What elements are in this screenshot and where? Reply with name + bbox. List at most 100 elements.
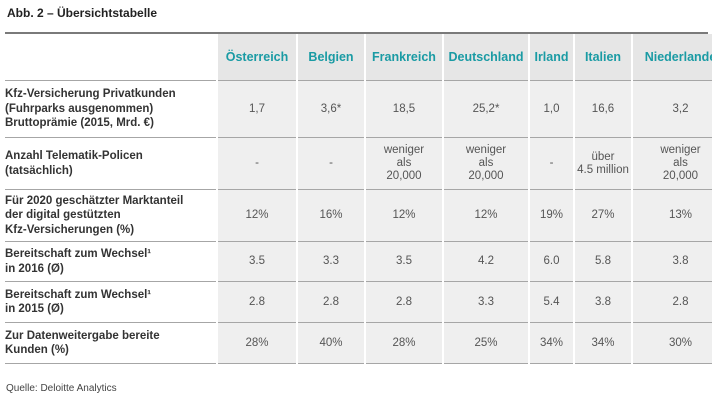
cell-line: 2.8 bbox=[672, 295, 689, 308]
column-header: Deutschland bbox=[442, 34, 529, 81]
cell-line: 25,2* bbox=[472, 102, 500, 115]
table-cell: - bbox=[216, 137, 297, 190]
column-header: Österreich bbox=[216, 34, 297, 81]
row-label-line: Zur Datenweitergabe bereite bbox=[5, 329, 160, 342]
cell-line: 19% bbox=[539, 209, 564, 221]
table-cell: 3.5 bbox=[364, 241, 443, 282]
table-cell: weniger als 20,000 bbox=[364, 137, 443, 190]
cell-line: 12% bbox=[392, 209, 416, 221]
cell-line: 3.8 bbox=[595, 295, 611, 308]
table-row: Bereitschaft zum Wechsel¹ in 2016 (Ø) 3.5 3… bbox=[5, 241, 712, 282]
source-note: Quelle: Deloitte Analytics bbox=[6, 383, 117, 394]
table-cell: 16% bbox=[296, 189, 365, 242]
column-header: Niederlande bbox=[631, 34, 712, 81]
row-label-line: Anzahl Telematik-Policen bbox=[5, 150, 143, 162]
row-label-line: Bruttoprämie (2015, Mrd. €) bbox=[5, 117, 154, 130]
table-cell: 28% bbox=[364, 322, 443, 364]
header-corner bbox=[5, 34, 217, 81]
table-cell: 27% bbox=[573, 189, 632, 242]
cell-line: 5.4 bbox=[543, 295, 560, 308]
cell-line: 27% bbox=[591, 209, 615, 221]
overview-table: Österreich Belgien Frankreich Deutschlan… bbox=[5, 34, 712, 364]
cell-line: 34% bbox=[591, 336, 615, 349]
table-cell: 3.8 bbox=[573, 281, 632, 323]
row-label-line: Kfz-Versicherung Privatkunden bbox=[5, 88, 176, 101]
cell-line: 4.5 million bbox=[577, 163, 629, 176]
table-row: Für 2020 geschätzter Marktanteil der digi… bbox=[5, 189, 712, 242]
cell-line: - bbox=[329, 157, 333, 169]
column-header: Irland bbox=[528, 34, 574, 81]
table-row: Zur Datenweitergabe bereite Kunden (%) 28%… bbox=[5, 322, 712, 364]
cell-line: - bbox=[549, 157, 554, 169]
cell-line: 28% bbox=[245, 336, 269, 349]
row-label-line: (Fuhrparks ausgenommen) bbox=[5, 102, 154, 115]
cell-line: weniger bbox=[383, 144, 425, 156]
cell-line: 3.3 bbox=[323, 255, 339, 267]
row-label-line: Bereitschaft zum Wechsel¹ bbox=[5, 248, 152, 260]
cell-line: 16% bbox=[319, 209, 343, 221]
table-cell: 12% bbox=[216, 189, 297, 242]
cell-line: 2.8 bbox=[396, 295, 412, 308]
cell-line: 12% bbox=[245, 209, 269, 221]
cell-line: 3.8 bbox=[672, 255, 689, 267]
cell-line: 20,000 bbox=[662, 170, 699, 182]
row-label-line: in 2016 (Ø) bbox=[5, 262, 64, 275]
table-cell: 30% bbox=[631, 322, 712, 364]
row-label: Anzahl Telematik-Policen (tatsächlich) bbox=[5, 137, 217, 190]
row-label-line: Für 2020 geschätzter Marktanteil bbox=[5, 194, 184, 207]
row-label: Bereitschaft zum Wechsel¹ in 2015 (Ø) bbox=[5, 281, 217, 323]
cell-line: als bbox=[673, 157, 688, 169]
row-label: Zur Datenweitergabe bereite Kunden (%) bbox=[5, 322, 217, 364]
cell-line: 20,000 bbox=[468, 170, 504, 182]
cell-line: 30% bbox=[668, 336, 693, 349]
table-cell: 2.8 bbox=[364, 281, 443, 323]
table-cell: weniger als 20,000 bbox=[631, 137, 712, 190]
row-label-line: in 2015 (Ø) bbox=[5, 303, 64, 315]
cell-line: 2.8 bbox=[249, 295, 265, 308]
row-label-line: Kfz-Versicherungen (%) bbox=[5, 223, 135, 236]
table-cell: 28% bbox=[216, 322, 297, 364]
cell-line: über bbox=[591, 150, 615, 163]
column-header: Frankreich bbox=[364, 34, 443, 81]
row-label: Kfz-Versicherung Privatkunden (Fuhrparks … bbox=[5, 80, 217, 138]
table-cell: 16,6 bbox=[573, 80, 632, 138]
cell-line: 6.0 bbox=[543, 255, 560, 267]
cell-line: 1,7 bbox=[249, 102, 265, 115]
table-cell: 34% bbox=[528, 322, 574, 364]
cell-line: 5.8 bbox=[595, 255, 611, 267]
row-label-line: (tatsächlich) bbox=[5, 164, 73, 177]
table-cell: weniger als 20,000 bbox=[442, 137, 529, 190]
table-top-rule bbox=[5, 32, 708, 34]
table-cell: 18,5 bbox=[364, 80, 443, 138]
cell-line: 40% bbox=[319, 336, 343, 349]
table-cell: über 4.5 million bbox=[573, 137, 632, 190]
table-cell: 6.0 bbox=[528, 241, 574, 282]
table-cell: 3,6* bbox=[296, 80, 365, 138]
cell-line: weniger bbox=[660, 144, 701, 156]
table-cell: 4.2 bbox=[442, 241, 529, 282]
table-cell: 2.8 bbox=[631, 281, 712, 323]
table-cell: 3.3 bbox=[296, 241, 365, 282]
cell-line: 13% bbox=[668, 209, 693, 221]
table-cell: 25,2* bbox=[442, 80, 529, 138]
cell-line: 18,5 bbox=[392, 102, 416, 115]
cell-line: als bbox=[478, 157, 494, 169]
table-cell: 34% bbox=[573, 322, 632, 364]
cell-line: - bbox=[255, 157, 259, 169]
table-cell: 3.5 bbox=[216, 241, 297, 282]
table-cell: 2.8 bbox=[296, 281, 365, 323]
table-cell: 1,7 bbox=[216, 80, 297, 138]
cell-line: 3.5 bbox=[396, 255, 412, 267]
header-row: Österreich Belgien Frankreich Deutschlan… bbox=[5, 34, 712, 81]
table-cell: - bbox=[528, 137, 574, 190]
cell-line: 3,2 bbox=[672, 102, 689, 115]
row-label: Bereitschaft zum Wechsel¹ in 2016 (Ø) bbox=[5, 241, 217, 282]
cell-line: 4.2 bbox=[478, 255, 494, 267]
table-cell: 3.8 bbox=[631, 241, 712, 282]
cell-line: 2.8 bbox=[323, 295, 339, 308]
table-cell: 12% bbox=[442, 189, 529, 242]
figure-title: Abb. 2 – Übersichtstabelle bbox=[7, 6, 158, 20]
table-cell: 25% bbox=[442, 322, 529, 364]
cell-line: 16,6 bbox=[591, 102, 615, 115]
table-row: Anzahl Telematik-Policen (tatsächlich) - - w… bbox=[5, 137, 712, 190]
